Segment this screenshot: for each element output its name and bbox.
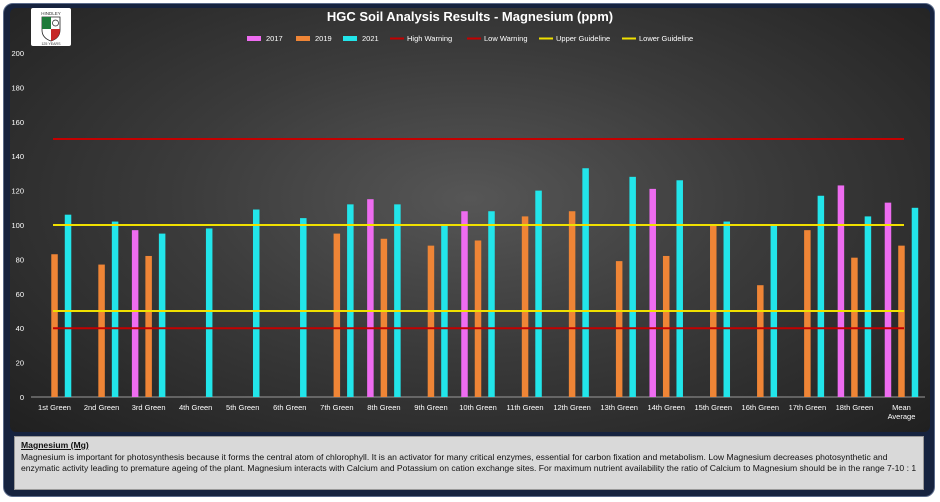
- y-tick-label: 0: [20, 393, 24, 402]
- bar-2021: [394, 204, 401, 397]
- y-tick-label: 140: [11, 152, 24, 161]
- bar-2019: [380, 238, 388, 397]
- description-heading: Magnesium (Mg): [21, 440, 89, 450]
- bar-2021: [676, 180, 683, 397]
- bar-2021: [64, 214, 72, 397]
- y-tick-label: 20: [16, 359, 24, 368]
- bar-2021: [205, 228, 213, 397]
- y-tick-label: 40: [16, 324, 24, 333]
- x-tick-label: 15th Green: [694, 403, 732, 412]
- bar-2019: [333, 233, 341, 397]
- bar-2021: [582, 168, 589, 397]
- bar-2021: [817, 195, 825, 397]
- description-box: Magnesium (Mg) Magnesium is important fo…: [14, 436, 924, 490]
- bar-2017: [367, 199, 374, 397]
- bar-2021: [629, 176, 636, 397]
- bar-2019: [521, 216, 529, 397]
- legend-label: Low Warning: [484, 34, 528, 43]
- bar-2017: [884, 202, 892, 397]
- bar-2021: [111, 221, 119, 397]
- bar-2019: [51, 254, 58, 397]
- bar-2019: [98, 264, 105, 397]
- legend-label: High Warning: [407, 34, 452, 43]
- x-tick-label: 17th Green: [789, 403, 827, 412]
- bars: [51, 168, 919, 397]
- bar-chart: HGC Soil Analysis Results - Magnesium (p…: [11, 9, 925, 421]
- bar-2019: [568, 211, 576, 397]
- legend-label: 2017: [266, 34, 283, 43]
- logo-subtext: 125 YEARS: [41, 42, 61, 46]
- legend-swatch: [343, 36, 357, 41]
- bar-2017: [131, 230, 139, 397]
- description-text: Magnesium is important for photosynthesi…: [21, 451, 917, 474]
- x-tick-label: 1st Green: [38, 403, 71, 412]
- bar-2017: [649, 188, 656, 397]
- y-tick-label: 160: [11, 118, 24, 127]
- bar-2021: [723, 221, 731, 397]
- x-tick-label: 4th Green: [179, 403, 212, 412]
- x-tick-label: 3rd Green: [132, 403, 166, 412]
- x-tick-label: 7th Green: [320, 403, 353, 412]
- y-tick-label: 80: [16, 255, 24, 264]
- bar-2021: [864, 216, 872, 397]
- legend-label: Upper Guideline: [556, 34, 610, 43]
- x-tick-label: 2nd Green: [84, 403, 119, 412]
- bar-2019: [145, 255, 152, 397]
- x-tick-label: Mean: [892, 403, 911, 412]
- bar-2019: [898, 245, 905, 397]
- legend-label: Lower Guideline: [639, 34, 693, 43]
- bar-2017: [461, 211, 468, 397]
- bar-2019: [662, 255, 670, 397]
- legend-label: 2021: [362, 34, 379, 43]
- bar-2021: [488, 211, 495, 397]
- x-tick-label: 8th Green: [367, 403, 400, 412]
- bar-2021: [347, 204, 354, 397]
- chart-title: HGC Soil Analysis Results - Magnesium (p…: [327, 9, 613, 24]
- bar-2021: [911, 207, 919, 397]
- y-tick-label: 60: [16, 290, 24, 299]
- y-tick-label: 120: [11, 187, 24, 196]
- bar-2021: [535, 190, 542, 397]
- y-tick-label: 100: [11, 221, 24, 230]
- bar-2019: [474, 240, 482, 397]
- club-crest-icon: HINDLEY 125 YEARS: [41, 11, 61, 46]
- legend-swatch: [247, 36, 261, 41]
- x-tick-label: 16th Green: [742, 403, 780, 412]
- bar-2021: [300, 218, 307, 397]
- legend-label: 2019: [315, 34, 332, 43]
- x-tick-label: 5th Green: [226, 403, 259, 412]
- bar-2021: [158, 233, 166, 397]
- x-tick-label: 13th Green: [600, 403, 638, 412]
- bar-2021: [252, 209, 260, 397]
- logo-text: HINDLEY: [41, 11, 61, 16]
- x-axis: 1st Green 2nd Green 3rd Green 4th Green 5th …: [38, 403, 915, 421]
- bar-2017: [837, 185, 845, 397]
- x-tick-label: 9th Green: [414, 403, 447, 412]
- reference-lines: [53, 138, 904, 330]
- y-tick-label: 200: [11, 49, 24, 58]
- x-tick-label: 10th Green: [459, 403, 497, 412]
- x-tick-label: 11th Green: [507, 403, 544, 412]
- club-logo: HINDLEY 125 YEARS: [31, 8, 71, 46]
- bar-2019: [427, 245, 435, 397]
- bar-2019: [804, 230, 811, 397]
- x-tick-label: 12th Green: [553, 403, 591, 412]
- x-tick-label: Average: [888, 412, 916, 421]
- bar-2019: [757, 285, 764, 397]
- x-tick-label: 14th Green: [647, 403, 685, 412]
- x-tick-label: 18th Green: [836, 403, 874, 412]
- y-tick-label: 180: [11, 83, 24, 92]
- x-tick-label: 6th Green: [273, 403, 306, 412]
- chart-legend: 2017 2019 2021 High Warning Low Warning Upper…: [247, 34, 693, 43]
- legend-swatch: [296, 36, 310, 41]
